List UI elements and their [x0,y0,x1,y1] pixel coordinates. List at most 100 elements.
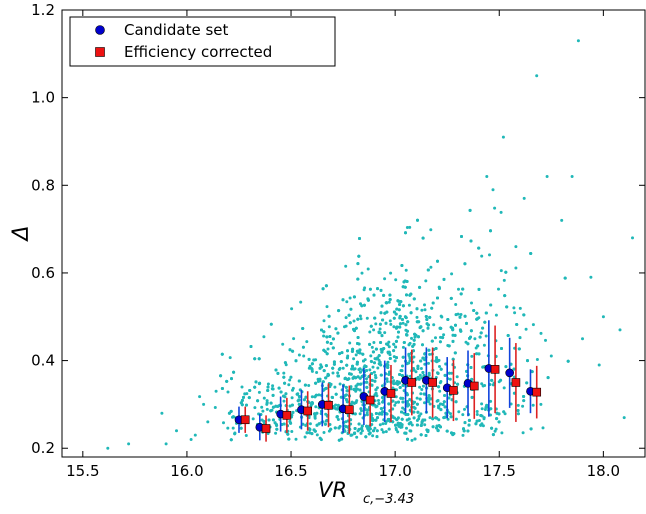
scatter-point [396,299,400,303]
scatter-point [360,424,364,428]
scatter-point [253,385,257,389]
scatter-point [340,351,344,355]
scatter-point [404,323,408,327]
scatter-point [449,412,452,416]
scatter-point [434,416,438,420]
scatter-point [468,336,471,340]
scatter-point [245,403,248,407]
scatter-point-outlier [576,39,580,43]
scatter-point [385,310,389,314]
scatter-point [427,348,431,352]
scatter-point [381,318,385,322]
scatter-point [282,375,286,379]
scatter-point [443,405,447,409]
scatter-point [401,304,405,308]
scatter-point-outlier [631,236,634,240]
scatter-point [349,385,353,389]
scatter-point [395,325,399,329]
scatter-point [344,264,348,268]
scatter-point [421,371,425,374]
scatter-point [355,435,359,439]
scatter-point [516,409,520,412]
scatter-point [474,346,478,350]
scatter-point [325,335,329,339]
scatter-point-outlier [514,245,518,249]
scatter-point [424,434,428,437]
scatter-point [313,412,317,416]
scatter-point [356,262,360,266]
corrected-point [490,365,500,374]
scatter-point [405,426,408,430]
scatter-point [518,336,522,340]
scatter-point [387,345,391,349]
scatter-point [450,371,453,375]
scatter-point [447,344,451,348]
scatter-point [288,404,292,408]
scatter-point [401,383,405,387]
scatter-point [463,407,466,411]
scatter-point [360,400,364,403]
scatter-point [400,264,404,267]
scatter-point [335,415,339,419]
scatter-point [213,406,217,409]
scatter-point [502,278,506,282]
scatter-point [360,304,364,308]
scatter-point [401,364,404,368]
scatter-point [394,345,398,349]
scatter-point [398,303,402,306]
scatter-point [427,400,431,404]
scatter-point-outlier [618,328,622,332]
scatter-point [276,404,280,408]
scatter-point [350,400,354,404]
scatter-point [336,418,340,421]
scatter-point [446,417,450,421]
corrected-point [469,381,479,391]
scatter-point [313,429,317,433]
scatter-point [446,318,450,321]
x-tick-label: 15.5 [66,462,99,480]
scatter-point [399,396,403,400]
scatter-point [442,400,446,404]
scatter-point [370,345,374,349]
scatter-point [451,326,455,330]
scatter-point [497,412,501,416]
scatter-point [438,326,442,330]
scatter-point [430,339,434,343]
scatter-point [307,357,311,361]
scatter-point [447,396,451,400]
scatter-point [374,322,378,326]
scatter-point [220,387,224,390]
scatter-point [377,362,381,366]
scatter-point [421,356,425,360]
scatter-point [467,419,471,422]
scatter-point [490,378,494,382]
scatter-point [477,287,481,291]
scatter-point [326,347,330,351]
scatter-point [365,424,369,428]
scatter-point [426,430,430,434]
scatter-point [439,408,443,412]
scatter-point [375,429,379,433]
scatter-point [546,376,550,380]
scatter-point [294,359,298,363]
scatter-point [374,347,378,351]
y-tick-label: 0.4 [31,352,55,370]
scatter-point [405,393,409,397]
scatter-point [359,317,363,321]
scatter-point [426,326,430,330]
scatter-point [406,413,410,416]
corrected-point [428,378,437,387]
scatter-point [271,393,275,397]
scatter-point-outlier [206,420,210,424]
scatter-point [249,345,253,348]
scatter-point [412,349,415,353]
scatter-point [401,285,405,289]
scatter-point [265,407,269,411]
scatter-point [443,373,447,377]
scatter-point [423,418,427,422]
scatter-point [357,254,361,258]
scatter-point [405,333,408,337]
legend-candidate-marker [95,25,105,35]
scatter-point [239,426,243,430]
scatter-point [331,396,334,399]
